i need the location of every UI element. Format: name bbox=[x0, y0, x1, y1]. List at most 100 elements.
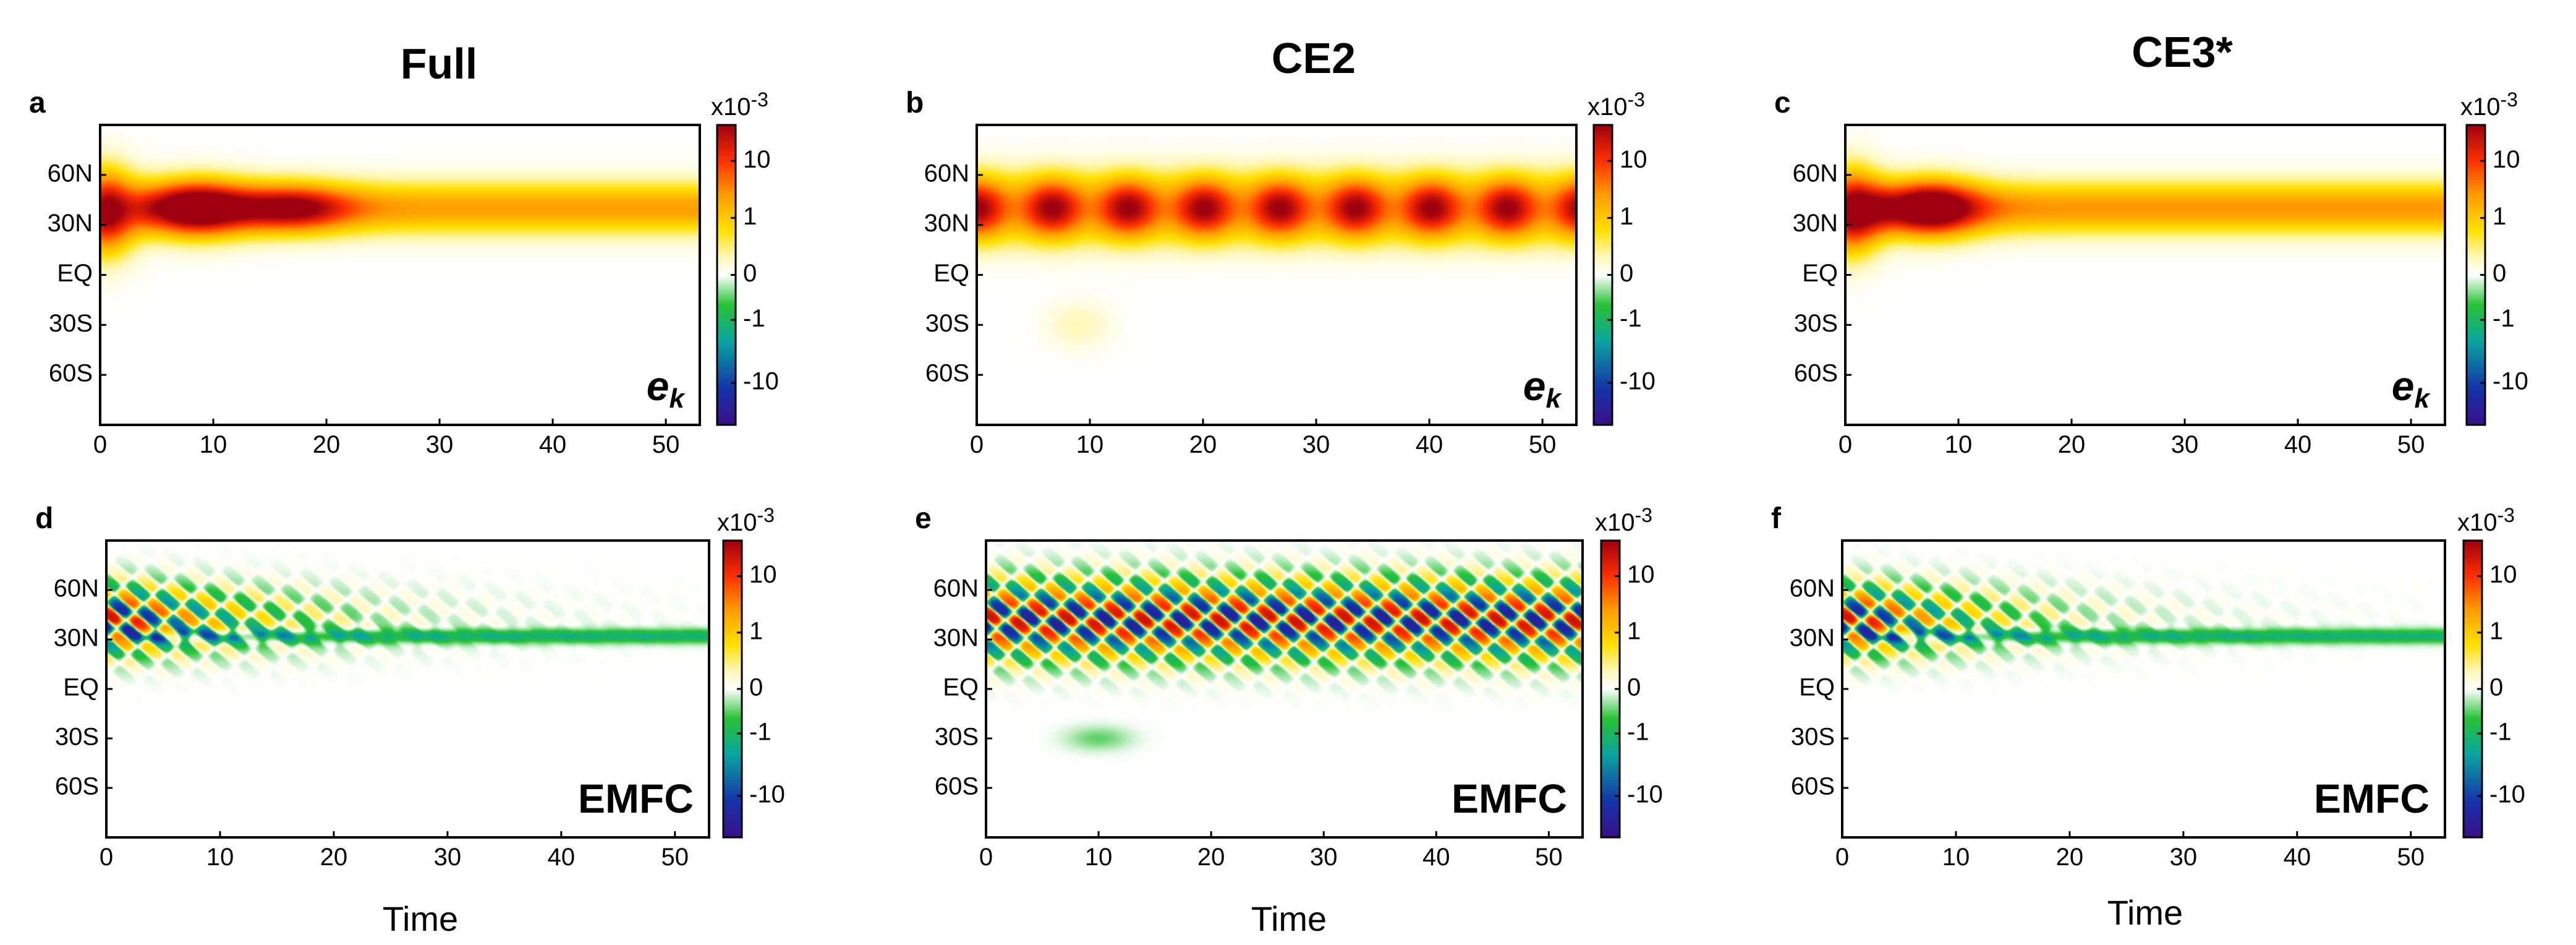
x-tick-label: 20 bbox=[1197, 844, 1225, 871]
panel-letter-b: b bbox=[906, 87, 924, 119]
colorbar-exponent-b: x10-3 bbox=[1588, 88, 1645, 121]
colorbar-tick-label: 0 bbox=[1627, 674, 1641, 701]
colorbar-tick-label: 0 bbox=[743, 260, 757, 287]
colorbar-tick-label: 0 bbox=[2493, 260, 2506, 287]
colorbar-exponent-c: x10-3 bbox=[2460, 88, 2518, 121]
y-tick-label: 60N bbox=[924, 160, 969, 187]
column-title-ce3: CE3* bbox=[2132, 28, 2233, 76]
y-tick-label: 60N bbox=[1793, 160, 1838, 187]
panel-letter-a: a bbox=[29, 87, 46, 119]
variable-label-f: EMFC bbox=[2314, 776, 2429, 821]
colorbar-tick-label: -1 bbox=[1620, 305, 1642, 332]
x-axis-label-full: Time bbox=[383, 899, 458, 938]
x-tick-label: 40 bbox=[2284, 431, 2312, 458]
colorbar-tick-label: -1 bbox=[749, 719, 772, 746]
y-tick-label: 60S bbox=[49, 360, 93, 387]
colorbar-tick-label: -10 bbox=[2489, 780, 2525, 808]
x-tick-label: 50 bbox=[1535, 844, 1563, 871]
variable-label-e: EMFC bbox=[1452, 776, 1567, 821]
y-tick-label: 30S bbox=[925, 310, 969, 337]
colorbar-tick-label: 10 bbox=[2489, 561, 2517, 588]
colorbar-tick-label: 10 bbox=[743, 146, 771, 173]
y-tick-label: EQ bbox=[63, 674, 99, 701]
x-tick-label: 20 bbox=[1189, 431, 1217, 458]
x-tick-label: 0 bbox=[1835, 844, 1849, 871]
colorbar-tick-label: 1 bbox=[2493, 203, 2506, 230]
colorbar-tick-label: -10 bbox=[1620, 368, 1656, 395]
colorbar-tick-label: 0 bbox=[749, 674, 763, 701]
colorbar-tick-label: -10 bbox=[1627, 780, 1663, 808]
y-tick-label: 30S bbox=[935, 724, 979, 751]
y-tick-label: 30N bbox=[1790, 625, 1835, 652]
heatmap-image-e bbox=[986, 541, 1583, 837]
variable-label-b: ek bbox=[1523, 363, 1563, 414]
x-tick-label: 10 bbox=[200, 431, 227, 458]
y-tick-label: 30N bbox=[48, 210, 93, 237]
y-tick-label: EQ bbox=[1799, 674, 1835, 701]
colorbar-tick-label: 10 bbox=[1620, 146, 1647, 173]
x-tick-label: 40 bbox=[1422, 844, 1450, 871]
heatmap-image-d bbox=[106, 541, 709, 837]
y-tick-label: 60S bbox=[1794, 360, 1838, 387]
column-title-ce2: CE2 bbox=[1272, 34, 1356, 82]
y-tick-label: 30S bbox=[1794, 310, 1838, 337]
x-tick-label: 20 bbox=[2058, 431, 2086, 458]
x-tick-label: 50 bbox=[2397, 431, 2425, 458]
x-tick-label: 0 bbox=[93, 431, 107, 458]
x-tick-label: 10 bbox=[1085, 844, 1113, 871]
x-tick-label: 30 bbox=[426, 431, 454, 458]
x-tick-label: 0 bbox=[100, 844, 113, 871]
heatmap-image-c bbox=[1845, 125, 2445, 425]
colorbar-tick-label: 10 bbox=[2493, 146, 2520, 173]
x-tick-label: 10 bbox=[1942, 844, 1970, 871]
x-tick-label: 50 bbox=[661, 844, 689, 871]
colorbar-tick-label: 0 bbox=[2489, 674, 2503, 701]
x-tick-label: 30 bbox=[2171, 431, 2199, 458]
variable-label-c: ek bbox=[2392, 363, 2431, 414]
x-tick-label: 20 bbox=[2056, 844, 2084, 871]
colorbar-tick-label: 1 bbox=[1627, 617, 1641, 644]
x-tick-label: 20 bbox=[320, 844, 348, 871]
y-tick-label: EQ bbox=[1802, 260, 1838, 287]
y-tick-label: EQ bbox=[943, 674, 979, 701]
x-tick-label: 50 bbox=[2397, 844, 2425, 871]
colorbar-exponent-e: x10-3 bbox=[1595, 504, 1652, 536]
y-tick-label: 30S bbox=[55, 724, 99, 751]
y-tick-label: EQ bbox=[57, 260, 93, 287]
y-tick-label: 30S bbox=[49, 310, 93, 337]
y-tick-label: 60S bbox=[1791, 773, 1835, 800]
y-tick-label: 60S bbox=[55, 773, 99, 800]
colorbar-tick-label: 10 bbox=[1627, 561, 1655, 588]
panel-letter-c: c bbox=[1774, 87, 1791, 119]
colorbar-exponent-a: x10-3 bbox=[711, 88, 768, 121]
y-tick-label: 60N bbox=[1790, 575, 1835, 602]
x-tick-label: 0 bbox=[970, 431, 984, 458]
colorbar-tick-label: 1 bbox=[2489, 617, 2503, 644]
column-title-full: Full bbox=[401, 40, 477, 88]
y-tick-label: EQ bbox=[933, 260, 969, 287]
x-tick-label: 10 bbox=[206, 844, 234, 871]
y-tick-label: 30N bbox=[1793, 210, 1838, 237]
y-tick-label: 60N bbox=[933, 575, 979, 602]
x-tick-label: 40 bbox=[1416, 431, 1443, 458]
y-tick-label: 60N bbox=[54, 575, 99, 602]
colorbar-tick-label: -1 bbox=[743, 305, 765, 332]
heatmap-image-b bbox=[977, 125, 1576, 425]
x-tick-label: 30 bbox=[1310, 844, 1338, 871]
y-tick-label: 30N bbox=[54, 625, 99, 652]
y-tick-label: 60S bbox=[925, 360, 969, 387]
x-tick-label: 20 bbox=[313, 431, 341, 458]
y-tick-label: 30N bbox=[933, 625, 979, 652]
colorbar-tick-label: -10 bbox=[2493, 368, 2528, 395]
panel-letter-f: f bbox=[1771, 502, 1782, 535]
x-tick-label: 30 bbox=[434, 844, 462, 871]
colorbar-tick-label: -1 bbox=[2489, 719, 2512, 746]
y-tick-label: 30N bbox=[924, 210, 969, 237]
colorbar-tick-label: -1 bbox=[2493, 305, 2515, 332]
heatmap-image-f bbox=[1842, 541, 2445, 837]
